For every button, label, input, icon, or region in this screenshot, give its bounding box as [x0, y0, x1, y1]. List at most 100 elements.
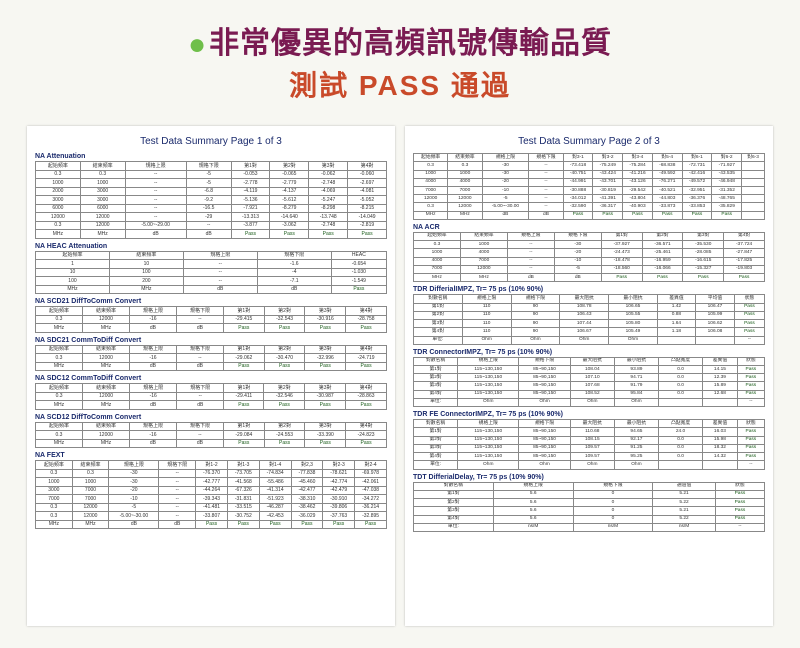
table-cell: Pass	[642, 274, 683, 282]
page2-table: 對數名稱規格上限規格下限通道值狀態第1對5.605.21Pass第2對5.605…	[413, 482, 765, 532]
table-cell: -13.313	[231, 213, 270, 222]
table-cell: 106.67	[560, 328, 609, 336]
table-cell: -40.521	[652, 187, 682, 195]
table-cell: -42.453	[259, 512, 291, 521]
table-row: 第3對5.605.21Pass	[414, 507, 765, 515]
table-cell: --	[159, 512, 196, 521]
table-cell: 1000	[414, 170, 448, 178]
table-header-cell: 第1對	[231, 162, 270, 171]
table-cell: Ohm	[458, 461, 519, 469]
table-row: 單位:OhmOhmOhmOhm--	[414, 461, 765, 469]
table-cell: --	[734, 336, 764, 344]
table-cell: Pass	[683, 274, 724, 282]
table-cell: 1000	[36, 179, 81, 188]
table-cell: -29.411	[224, 392, 264, 401]
table-cell: --	[529, 162, 563, 170]
title2-c: 通過	[451, 70, 511, 101]
table-cell: Ohm	[614, 398, 658, 406]
table-cell: -37.763	[323, 512, 355, 521]
table-cell: 110	[462, 320, 511, 328]
table-header-cell: 第1對	[223, 345, 264, 354]
table-header-cell: 狀態	[734, 295, 764, 303]
table-cell: 1.18	[657, 328, 695, 336]
table-cell: 85~90,150	[519, 444, 570, 452]
table-cell: -36.029	[291, 512, 323, 521]
table-cell: 107.10	[570, 374, 614, 382]
table-cell: -16	[129, 431, 176, 440]
table-cell: -28.085	[683, 249, 724, 257]
table-cell: -34.272	[355, 495, 387, 504]
table-row: 第1對115~130,15085~90,150110.6894.6524.016…	[414, 428, 765, 436]
table-header-cell: 對數名稱	[414, 482, 494, 490]
page2-section-label: NA ACR	[413, 224, 765, 231]
table-cell: 85~90,150	[519, 366, 570, 374]
page1-section-label: NA SDC12 CommToDiff Convert	[35, 375, 387, 382]
table-cell: dB	[130, 401, 177, 410]
table-header-cell: 規格上限	[129, 422, 176, 431]
page1-section-label: NA Attenuation	[35, 153, 387, 160]
table-header-cell: 第2對	[642, 232, 683, 240]
table-cell: MHz	[72, 520, 109, 529]
table-cell: -1.549	[331, 277, 386, 286]
table-header-cell: 對6-2	[712, 154, 742, 162]
table-cell: --	[529, 170, 563, 178]
table-cell: -32.895	[355, 512, 387, 521]
table-cell: -16.959	[642, 257, 683, 265]
table-cell	[742, 211, 765, 219]
table-cell: Pass	[724, 274, 765, 282]
table-cell: 0.3	[36, 354, 83, 363]
table-cell: -18.478	[601, 257, 642, 265]
table-header-cell: 第1對	[223, 422, 264, 431]
table-row: MHzMHzdBdBPass	[36, 285, 387, 294]
table-cell: Pass	[223, 362, 264, 371]
table-row: 10001000---5-2.778-2.779-2.748-2.697	[36, 179, 387, 188]
table-cell: --	[183, 268, 257, 277]
table-header-cell: 規格下限	[257, 251, 331, 260]
table-row: 單位:OhmOhmOhmOhm--	[414, 398, 765, 406]
page1-table: 起始頻率結束頻率規格上限規格下限第1對第2對第3對第4對0.312000-16-…	[35, 345, 387, 372]
table-cell: Pass	[196, 520, 228, 529]
table-cell: -14.640	[270, 213, 309, 222]
table-cell: -29.062	[223, 354, 264, 363]
table-cell: 0.3	[36, 170, 81, 179]
table-cell: -2.748	[309, 179, 348, 188]
table-cell: Pass	[652, 211, 682, 219]
table-header-cell: 對數名稱	[414, 295, 463, 303]
table-cell: Pass	[601, 274, 642, 282]
table-cell: -0.060	[348, 170, 387, 179]
table-cell: MHz	[36, 285, 110, 294]
table-cell: 108.15	[570, 436, 614, 444]
table-cell: Ohm	[519, 398, 570, 406]
table-cell: 106.43	[560, 311, 609, 319]
table-cell: 109.57	[570, 453, 614, 461]
table-cell: 200	[109, 277, 183, 286]
table-cell: -74.834	[259, 469, 291, 478]
table-cell: 16.03	[703, 428, 738, 436]
table-cell: -39.806	[323, 503, 355, 512]
table-cell: 1000	[414, 249, 461, 257]
table-cell: 0.3	[36, 469, 73, 478]
page-2: Test Data Summary Page 2 of 3 起始頻率結束頻率規格…	[405, 126, 773, 626]
table-cell: Pass	[348, 230, 387, 239]
table-cell: -20	[109, 486, 159, 495]
table-row: 30003000---9.2-5.136-5.612-5.247-5.052	[36, 196, 387, 205]
table-cell: -35.829	[712, 203, 742, 211]
table-cell: 90	[511, 311, 560, 319]
table-cell: -29.542	[623, 187, 653, 195]
table-cell: 第2對	[414, 311, 463, 319]
table-row: MHzMHzdBdBPassPassPassPassPassPass	[36, 520, 387, 529]
table-cell: -4	[257, 268, 331, 277]
table-cell: MHz	[109, 285, 183, 294]
table-cell: -43.424	[593, 170, 623, 178]
page1-table: 起始頻率結束頻率規格上限規格下限第1對第2對第3對第4對0.312000-16-…	[35, 383, 387, 410]
table-header-cell: 規格上限	[129, 345, 176, 354]
table-cell: 95.84	[614, 390, 658, 398]
table-cell: 106.47	[696, 303, 735, 311]
page-1: Test Data Summary Page 1 of 3 NA Attenua…	[27, 126, 395, 626]
table-header-cell: 起始頻率	[36, 162, 81, 171]
table-header-cell: 第3對	[305, 345, 346, 354]
table-cell: MHz	[36, 401, 83, 410]
table-header-cell: 第1對	[223, 307, 264, 316]
table-cell: 5.6	[493, 499, 573, 507]
table-header-cell: 規格下限	[186, 162, 231, 171]
